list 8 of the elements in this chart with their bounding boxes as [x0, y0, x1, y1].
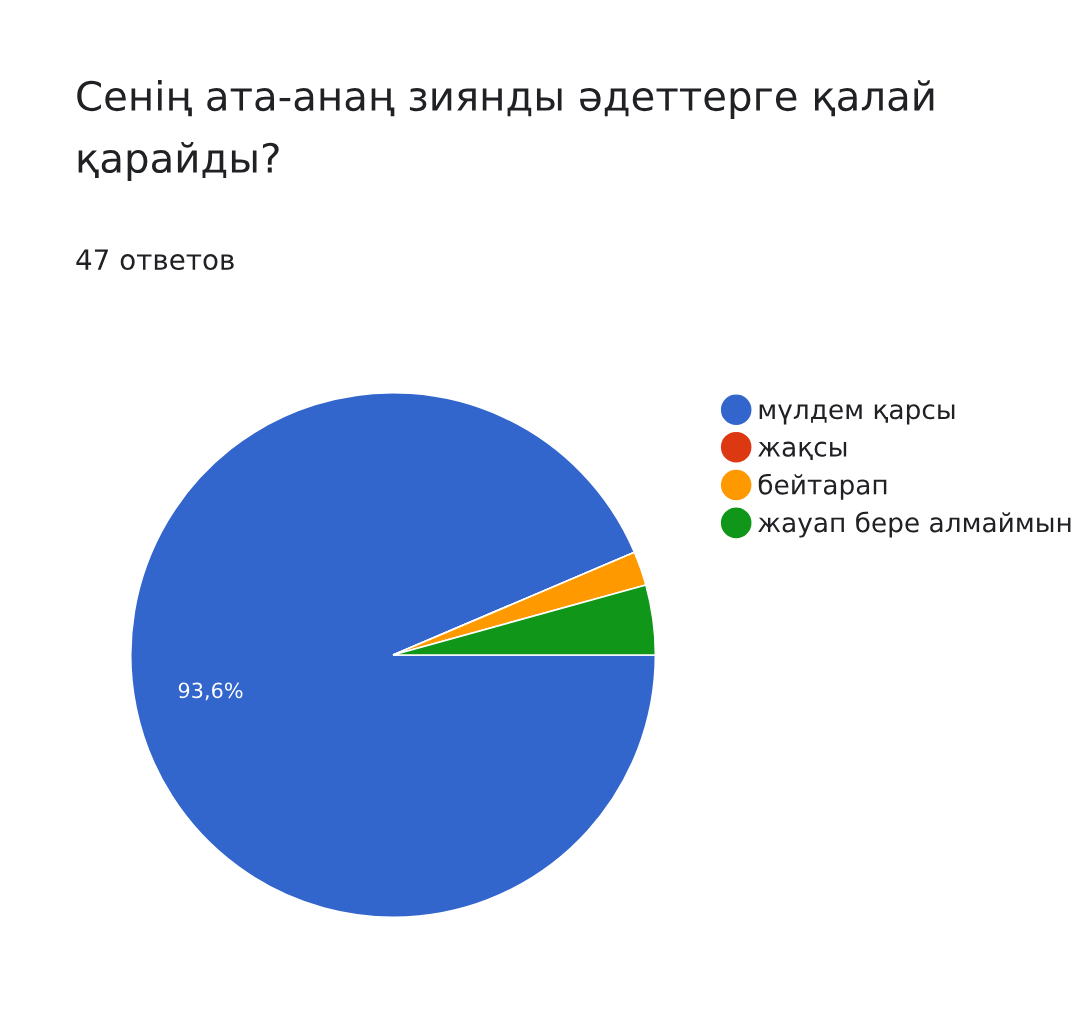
pie-slice [129, 391, 657, 919]
legend-label: бейтарап [758, 473, 887, 500]
chart-subtitle: 47 ответов [76, 249, 234, 271]
data-label: 93,6% [178, 682, 243, 701]
legend-label: мүлдем қарсы [759, 404, 955, 425]
legend-label: жақсы [758, 441, 847, 461]
chart-title: Сенің ата-анаң зиянды әдеттерге қалай қарайды? [77, 80, 934, 181]
legend-label: жауап бере алмаймын [758, 511, 1071, 538]
